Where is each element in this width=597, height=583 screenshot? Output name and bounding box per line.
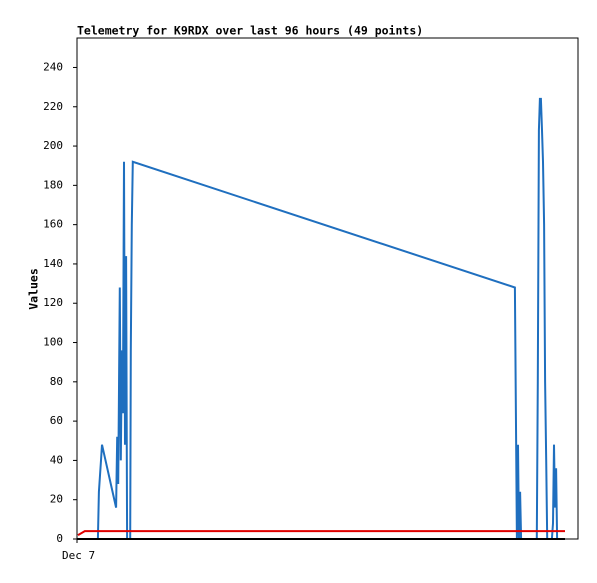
y-tick-label: 0 xyxy=(56,532,63,545)
y-tick-label: 120 xyxy=(43,296,63,309)
y-tick-label: 160 xyxy=(43,218,63,231)
y-tick-label: 80 xyxy=(50,375,63,388)
plot-frame xyxy=(76,37,579,540)
series-line xyxy=(77,530,565,536)
y-tick-label: 180 xyxy=(43,178,63,191)
y-axis-label: Values xyxy=(27,268,41,310)
x-tick-label: Dec 7 xyxy=(62,549,95,562)
y-tick-label: 100 xyxy=(43,336,63,349)
y-tick-label: 140 xyxy=(43,257,63,270)
y-tick-label: 20 xyxy=(50,493,63,506)
chart-title: Telemetry for K9RDX over last 96 hours (… xyxy=(77,24,423,38)
y-tick-label: 220 xyxy=(43,100,63,113)
y-tick-label: 240 xyxy=(43,60,63,73)
y-tick-label: 60 xyxy=(50,414,63,427)
y-tick-label: 40 xyxy=(50,453,63,466)
y-tick-label: 200 xyxy=(43,139,63,152)
